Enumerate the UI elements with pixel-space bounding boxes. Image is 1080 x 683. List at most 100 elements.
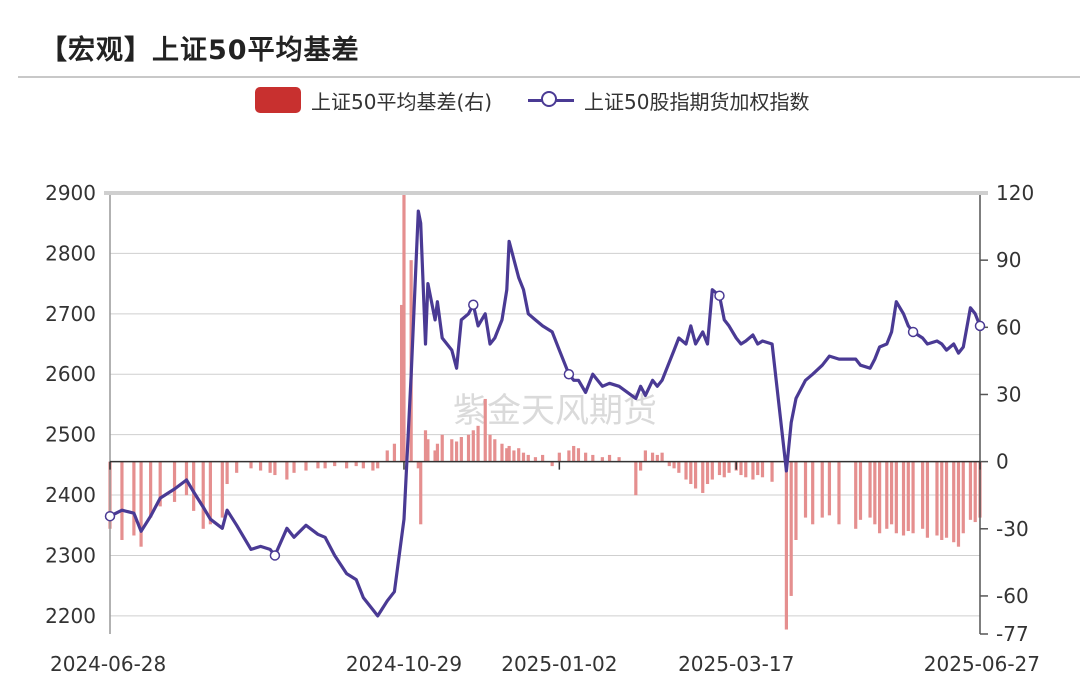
basis-bar [756,461,760,476]
index-marker [269,550,281,561]
basis-bar [868,461,872,518]
basis-bar [454,441,459,462]
basis-bar [354,461,358,467]
index-marker [563,368,575,380]
basis-bar [705,461,710,485]
basis-bar [459,437,463,462]
basis-bar [192,461,196,511]
basis-bar [483,398,487,462]
basis-bar [739,461,743,476]
index-marker [907,326,919,338]
y-left-tick-label: 2400 [45,483,96,507]
basis-bar [132,461,136,536]
basis-bar [820,461,824,518]
chart-legend: 上证50平均基差(右) 上证50股指期货加权指数 [0,84,1080,116]
basis-bar [789,461,793,596]
y-right-tick-label: 30 [996,382,1021,406]
watermark-text: 紫金天风期货 [453,391,657,431]
basis-bar [591,454,595,462]
basis-bar [435,443,440,462]
legend-label-basis: 上证50平均基差(右) [311,89,493,114]
basis-bar [158,461,162,507]
basis-bar [466,434,471,462]
basis-bar [235,461,239,473]
index-line-group [104,209,986,618]
basis-bar [689,461,693,485]
index-marker [974,320,986,332]
basis-bar [488,434,492,462]
y-left-tick-label: 2500 [45,423,96,447]
basis-bar [500,443,504,462]
basis-bar [507,445,511,462]
basis-bar [304,461,308,471]
legend-item-index[interactable]: 上证50股指期货加权指数 [528,84,809,116]
basis-bar [607,454,612,462]
basis-bar [258,461,263,471]
basis-bar [533,457,538,462]
legend-line-swatch [528,87,574,113]
basis-bar [911,461,915,534]
basis-bar [684,461,688,480]
basis-bar [956,461,961,547]
index-marker [714,290,725,301]
basis-bar [450,439,454,462]
basis-bar [550,461,554,467]
tick-labels: 2200 2300 2400 2500 2600 2700 2800 2900 -77 -60 -3… [45,181,1040,676]
basis-bar [837,461,841,525]
basis-bar [316,461,320,469]
basis-bar [426,439,430,462]
basis-bar [854,461,858,529]
basis-bar [392,443,397,462]
y-left-tick-label: 2900 [45,181,96,205]
basis-bar [521,452,526,462]
basis-bar [660,452,664,462]
basis-bar [655,454,659,462]
basis-bar [961,461,965,534]
basis-bar [693,461,698,489]
basis-bar [323,461,327,469]
basis-bar [402,193,406,462]
basis-bar [803,461,808,518]
basis-bar [639,461,643,471]
axes [104,191,988,635]
basis-bar [557,452,561,462]
basis-bar [944,461,949,538]
basis-bar [440,434,444,462]
y-right-tick-label: -30 [996,517,1029,541]
basis-bar [885,461,889,529]
basis-bar [419,461,423,525]
basis-bar [433,450,437,462]
basis-bar [208,461,212,525]
basis-bar [744,461,748,478]
x-tick-label: 2024-06-28 [50,652,166,676]
basis-bar [701,461,705,493]
basis-bar [493,439,497,462]
basis-bar [225,461,229,485]
basis-bar [476,425,480,462]
basis-bar [634,461,638,496]
chart-title: 【宏观】上证50平均基差 [40,35,360,66]
basis-bar [901,461,906,536]
y-left-tick-label: 2200 [45,604,96,628]
basis-bar [889,461,894,525]
basis-bar [567,450,571,462]
legend-item-basis[interactable]: 上证50平均基差(右) [255,84,492,116]
y-left-tick-label: 2600 [45,362,96,386]
basis-bar [968,461,973,520]
basis-bar [572,445,576,462]
basis-bar [285,461,289,480]
basis-bar [600,457,604,462]
basis-bar [672,461,676,469]
basis-bar [770,461,774,482]
basis-bar [526,454,530,462]
basis-bar [517,448,521,462]
y-left-tick-label: 2800 [45,241,96,265]
basis-bar [399,304,404,462]
basis-bar [371,461,375,471]
x-tick-label: 2025-06-27 [924,652,1040,676]
basis-bar [794,461,798,540]
basis-bar [576,448,581,462]
basis-bar [120,461,124,540]
y-left-tick-label: 2700 [45,302,96,326]
